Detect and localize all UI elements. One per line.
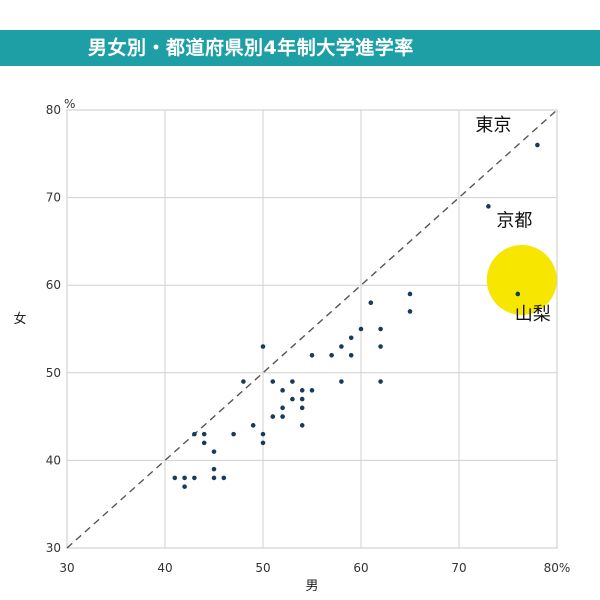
y-tick-label: 80 xyxy=(46,103,61,117)
y-tick-label: 30 xyxy=(46,541,61,555)
data-point xyxy=(299,405,305,411)
data-point xyxy=(339,379,344,384)
data-point xyxy=(241,379,246,384)
data-point xyxy=(270,414,276,419)
y-unit-label: % xyxy=(64,97,75,111)
data-point xyxy=(280,405,285,411)
data-point xyxy=(378,326,383,332)
data-point xyxy=(231,431,236,437)
data-point xyxy=(201,440,207,446)
data-point xyxy=(309,352,315,358)
data-point xyxy=(378,344,383,349)
data-point xyxy=(309,388,315,393)
data-point xyxy=(182,484,187,489)
data-point xyxy=(348,352,354,358)
data-point xyxy=(211,475,217,481)
data-point xyxy=(211,466,217,472)
highlight-circle xyxy=(486,244,557,315)
data-point xyxy=(407,309,413,314)
point-label: 京都 xyxy=(496,210,532,231)
data-point xyxy=(280,414,285,419)
data-point xyxy=(535,142,540,148)
x-tick-label: 50 xyxy=(255,561,270,575)
data-point xyxy=(260,344,266,349)
x-tick-label: 40 xyxy=(157,561,172,575)
data-point xyxy=(358,326,364,332)
chart-title: 男女別・都道府県別4年制大学進学率 xyxy=(0,30,600,66)
data-point xyxy=(329,352,334,358)
x-tick-label: 70 xyxy=(451,561,466,575)
data-point xyxy=(201,431,207,437)
x-axis-label: 男 xyxy=(305,579,318,594)
data-point xyxy=(486,204,491,209)
data-point xyxy=(407,291,413,297)
data-point xyxy=(192,475,197,481)
data-point xyxy=(290,379,295,384)
data-point xyxy=(299,388,305,393)
y-axis-label: 女 xyxy=(13,311,26,327)
point-label: 東京 xyxy=(475,115,511,136)
data-point xyxy=(270,379,276,384)
data-point xyxy=(172,475,178,481)
point-label: 山梨 xyxy=(515,304,551,325)
x-tick-label: 30 xyxy=(59,561,74,575)
reference-line xyxy=(66,109,558,549)
data-point xyxy=(211,449,217,454)
y-tick-label: 60 xyxy=(46,278,61,292)
data-point xyxy=(280,388,285,393)
data-point xyxy=(260,431,266,437)
data-point xyxy=(290,396,295,402)
data-point xyxy=(339,344,344,349)
y-tick-label: 70 xyxy=(46,191,61,205)
data-point xyxy=(299,396,305,402)
data-point xyxy=(368,300,374,306)
data-point xyxy=(299,423,305,428)
data-point xyxy=(192,431,197,437)
y-tick-label: 40 xyxy=(46,453,61,467)
y-tick-label: 50 xyxy=(46,366,61,380)
data-point xyxy=(348,335,354,341)
data-point xyxy=(378,379,383,384)
data-point xyxy=(515,291,521,297)
data-point xyxy=(250,423,256,428)
data-point xyxy=(182,475,187,481)
data-point xyxy=(260,440,266,446)
x-tick-label: 60 xyxy=(353,561,368,575)
x-tick-label: 80% xyxy=(544,561,571,575)
data-point xyxy=(221,475,227,481)
plot-frame xyxy=(66,109,558,549)
